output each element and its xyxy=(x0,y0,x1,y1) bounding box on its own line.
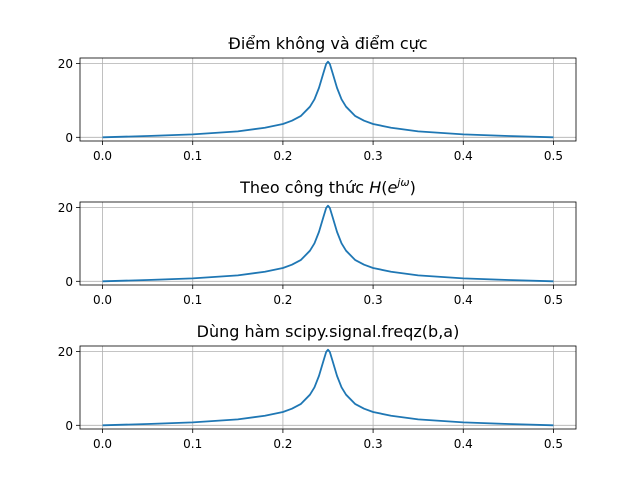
series-line xyxy=(102,204,554,283)
title-part: e xyxy=(387,178,397,197)
subplot-3: 0.0 0.1 0.2 0.3 0.4 0.5 0 20 Dùng hàm scipy.sign… xyxy=(58,322,577,451)
x-tick-label: 0.0 xyxy=(93,293,112,307)
title-part: H xyxy=(369,178,381,197)
series-line xyxy=(102,60,554,139)
x-tick-label: 0.4 xyxy=(454,293,473,307)
title-part: Theo công thức xyxy=(239,178,369,197)
y-tick-label: 20 xyxy=(58,57,73,71)
x-tick-label: 0.2 xyxy=(273,149,292,163)
subplot-2: 0.0 0.1 0.2 0.3 0.4 0.5 0 20 Theo công thức H(ej… xyxy=(58,176,577,307)
title-part: ( xyxy=(381,178,387,197)
axes-frame xyxy=(79,57,577,142)
y-tick-label: 20 xyxy=(58,201,73,215)
subplot-1: 0.0 0.1 0.2 0.3 0.4 0.5 0 20 Điểm không và điểm … xyxy=(58,34,577,163)
title-part: Điểm không và điểm cực xyxy=(228,34,427,53)
x-tick-label: 0.4 xyxy=(454,149,473,163)
chart-title: Theo công thức H(ejω) xyxy=(239,176,416,197)
x-tick-label: 0.3 xyxy=(364,149,383,163)
chart-title: Dùng hàm scipy.signal.freqz(b,a) xyxy=(197,322,460,341)
x-tick-label: 0.0 xyxy=(93,149,112,163)
x-tick-label: 0.1 xyxy=(183,437,202,451)
x-tick-label: 0.2 xyxy=(273,437,292,451)
series-line xyxy=(102,348,554,427)
x-tick-label: 0.0 xyxy=(93,437,112,451)
x-tick-label: 0.3 xyxy=(364,437,383,451)
y-tick-label: 0 xyxy=(65,275,73,289)
x-tick-label: 0.5 xyxy=(544,293,563,307)
chart-title: Điểm không và điểm cực xyxy=(228,34,427,53)
x-tick-label: 0.1 xyxy=(183,293,202,307)
x-tick-label: 0.5 xyxy=(544,437,563,451)
y-tick-label: 20 xyxy=(58,345,73,359)
y-tick-label: 0 xyxy=(65,419,73,433)
y-tick-label: 0 xyxy=(65,131,73,145)
x-tick-label: 0.3 xyxy=(364,293,383,307)
x-tick-label: 0.4 xyxy=(454,437,473,451)
title-part: Dùng hàm scipy.signal.freqz(b,a) xyxy=(197,322,460,341)
axes-frame xyxy=(79,201,577,286)
x-tick-label: 0.1 xyxy=(183,149,202,163)
axes-frame xyxy=(79,345,577,430)
title-part: jω xyxy=(395,176,409,189)
title-part: ) xyxy=(410,178,416,197)
x-tick-label: 0.2 xyxy=(273,293,292,307)
x-tick-label: 0.5 xyxy=(544,149,563,163)
